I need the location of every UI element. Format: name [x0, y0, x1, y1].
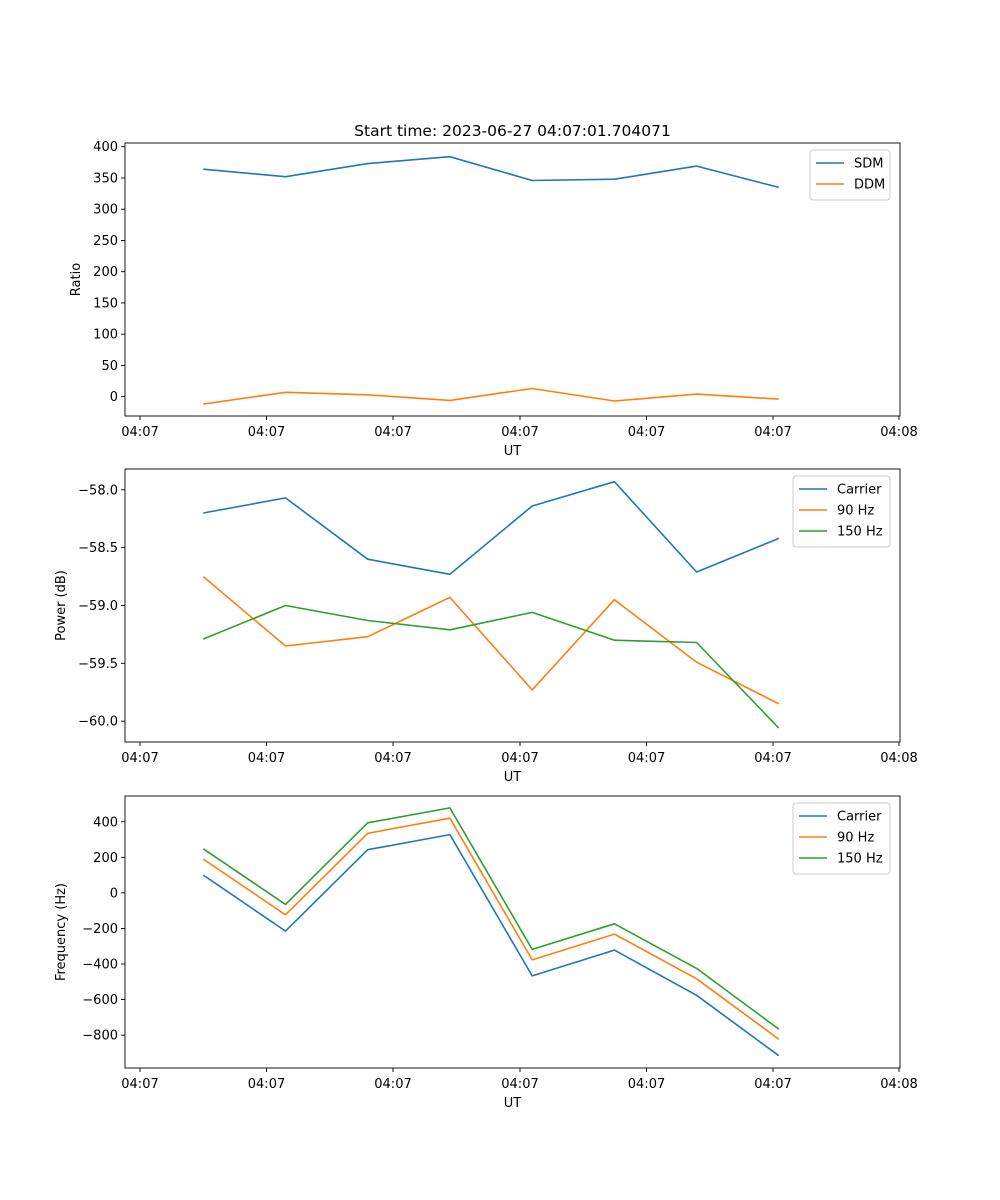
frequency-series-90-hz-line [202, 817, 780, 1040]
ratio-x-tick-label: 04:08 [880, 425, 917, 440]
power-legend [792, 475, 891, 548]
power-series-150-hz-line [202, 604, 780, 729]
power-series-carrier-line [203, 480, 780, 576]
frequency-series-carrier-line [202, 833, 780, 1057]
power-x-tick-label: 04:07 [628, 751, 665, 766]
power-x-tick-label: 04:07 [374, 751, 411, 766]
power-legend-90-hz-label: 90 Hz [837, 504, 874, 519]
frequency-x-tick-label: 04:07 [121, 1077, 158, 1092]
power-x-tick-label: 04:07 [501, 751, 538, 766]
frequency-x-tick-label: 04:07 [754, 1077, 791, 1092]
ratio-x-tick-label: 04:07 [248, 425, 285, 440]
frequency-series-150-hz-line [202, 807, 780, 1030]
ratio-y-tick-label: 300 [93, 203, 118, 218]
power-x-tick-label: 04:07 [248, 751, 285, 766]
figure-title: Start time: 2023-06-27 04:07:01.704071 [354, 122, 671, 140]
ratio-y-tick-label: 0 [110, 390, 118, 405]
frequency-y-tick-label: −600 [82, 993, 118, 1008]
frequency-y-tick-label: −200 [82, 922, 118, 937]
ratio-y-tick-label: 200 [93, 265, 118, 280]
frequency-x-tick-label: 04:07 [374, 1077, 411, 1092]
ratio-x-tick-label: 04:07 [121, 425, 158, 440]
power-panel: 04:07 04:07 04:07 04:07 04:07 04:07 04:08 −58.0… [54, 468, 918, 785]
power-series-90-hz-line [202, 575, 780, 705]
frequency-x-tick-label: 04:08 [880, 1077, 917, 1092]
ratio-x-axis-label: UT [504, 444, 522, 459]
ratio-x-tick-label: 04:07 [628, 425, 665, 440]
power-y-tick-label: −58.5 [78, 541, 118, 556]
ratio-panel: 04:07 04:07 04:07 04:07 04:07 04:07 04:08 0 50 10… [69, 140, 918, 459]
power-x-axis-label: UT [504, 770, 522, 785]
frequency-y-tick-label: 0 [110, 886, 118, 901]
ratio-y-tick-label: 250 [93, 234, 118, 249]
frequency-y-axis-label: Frequency (Hz) [54, 883, 69, 981]
frequency-legend-carrier-label: Carrier [837, 810, 882, 825]
power-y-tick-label: −59.0 [78, 599, 118, 614]
ratio-y-tick-label: 100 [93, 328, 118, 343]
ratio-legend-ddm-label: DDM [854, 178, 885, 193]
ratio-y-tick-label: 400 [93, 140, 118, 155]
ratio-x-tick-label: 04:07 [754, 425, 791, 440]
frequency-legend-90-hz-label: 90 Hz [837, 831, 874, 846]
frequency-y-tick-label: −400 [82, 958, 118, 973]
ratio-legend-sdm-label: SDM [854, 157, 883, 172]
ratio-y-tick-label: 150 [93, 296, 118, 311]
frequency-y-tick-label: 200 [93, 851, 118, 866]
frequency-axes-frame [124, 795, 901, 1069]
power-legend-carrier-label: Carrier [837, 483, 882, 498]
power-x-tick-label: 04:07 [754, 751, 791, 766]
ratio-y-tick-label: 50 [101, 359, 118, 374]
frequency-legend-150-hz-label: 150 Hz [837, 852, 883, 867]
frequency-y-tick-label: 400 [93, 815, 118, 830]
power-legend-150-hz-label: 150 Hz [837, 525, 883, 540]
frequency-y-tick-label: −800 [82, 1029, 118, 1044]
power-x-tick-label: 04:07 [121, 751, 158, 766]
ratio-series-sdm-line [203, 155, 780, 189]
ratio-axes-frame [124, 142, 901, 417]
ratio-x-tick-label: 04:07 [374, 425, 411, 440]
frequency-x-axis-label: UT [504, 1096, 522, 1111]
power-y-tick-label: −58.0 [78, 483, 118, 498]
frequency-panel: 04:07 04:07 04:07 04:07 04:07 04:07 04:08 400 20… [54, 795, 918, 1111]
ratio-y-axis-label: Ratio [69, 263, 84, 296]
power-y-axis-label: Power (dB) [54, 570, 69, 641]
ratio-y-tick-label: 350 [93, 171, 118, 186]
frequency-x-tick-label: 04:07 [628, 1077, 665, 1092]
frequency-x-tick-label: 04:07 [248, 1077, 285, 1092]
power-y-tick-label: −59.5 [78, 657, 118, 672]
ratio-x-tick-label: 04:07 [501, 425, 538, 440]
power-x-tick-label: 04:08 [880, 751, 917, 766]
frequency-x-tick-label: 04:07 [501, 1077, 538, 1092]
frequency-legend [792, 802, 891, 875]
ratio-series-ddm-line [203, 387, 779, 405]
power-y-tick-label: −60.0 [78, 715, 118, 730]
